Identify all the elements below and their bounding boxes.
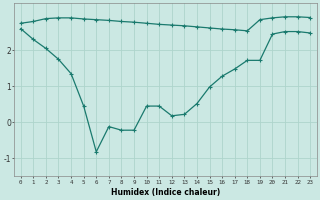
X-axis label: Humidex (Indice chaleur): Humidex (Indice chaleur) — [111, 188, 220, 197]
